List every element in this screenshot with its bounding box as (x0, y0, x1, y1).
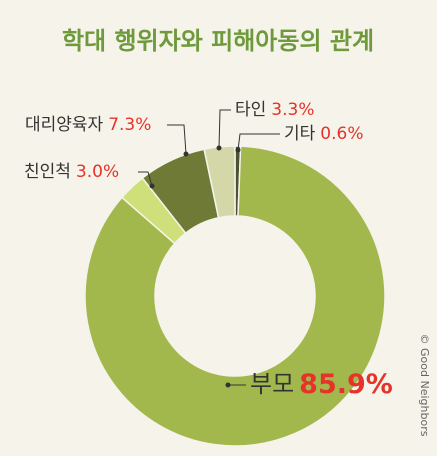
value-label: 3.0% (76, 162, 119, 182)
leader-dot (183, 151, 189, 157)
leader-line (167, 124, 187, 155)
leader-dot (225, 382, 231, 388)
chart-title: 학대 행위자와 피해아동의 관계 (62, 27, 374, 55)
leader-dot (149, 183, 155, 189)
data-label: 친인척 3.0% (24, 162, 119, 182)
value-label: 0.6% (320, 124, 363, 144)
category-label: 기타 (284, 124, 316, 144)
data-label: 기타 0.6% (284, 124, 363, 144)
leader-line (138, 171, 153, 187)
leader-dot (216, 145, 222, 151)
credit: © Good Neighbors (418, 334, 431, 437)
category-label: 부모 (250, 370, 294, 398)
value-label: 3.3% (271, 100, 314, 120)
data-label: 대리양육자 7.3% (25, 115, 151, 135)
leader-line (218, 109, 231, 149)
category-label: 대리양육자 (25, 115, 104, 135)
data-label: 타인 3.3% (235, 100, 314, 120)
leader-line (237, 133, 280, 151)
data-label: 부모 85.9% (250, 369, 393, 400)
category-label: 타인 (235, 100, 266, 120)
value-label: 85.9% (299, 369, 393, 400)
donut-segment (84, 145, 386, 447)
category-label: 친인척 (24, 162, 71, 182)
value-label: 7.3% (108, 115, 151, 135)
leader-dot (235, 147, 241, 153)
donut-segment (203, 145, 236, 219)
